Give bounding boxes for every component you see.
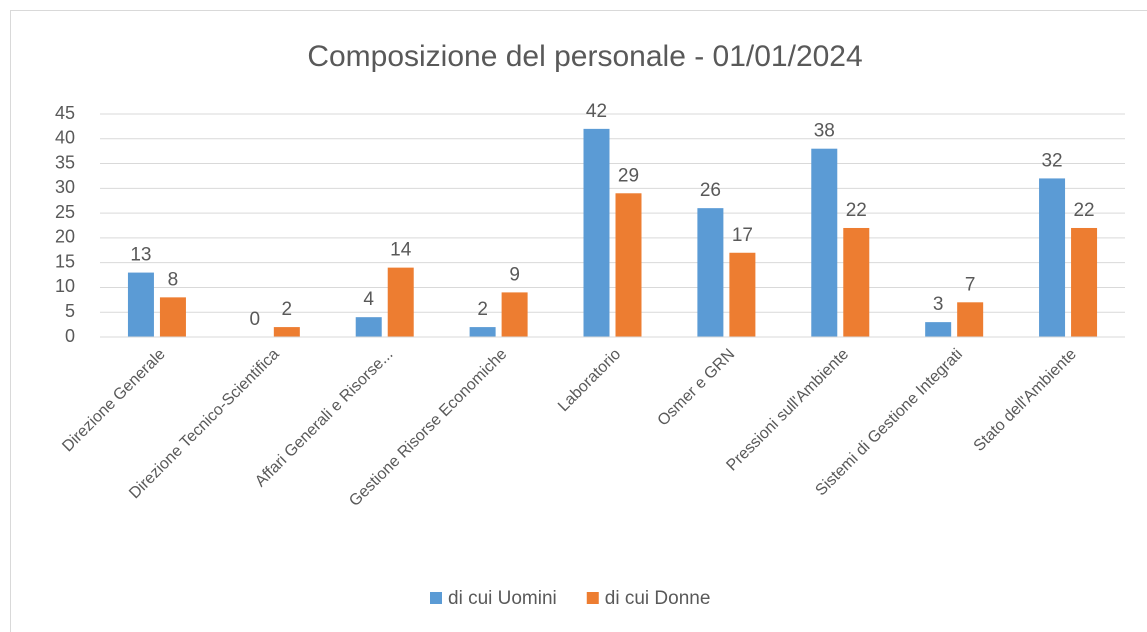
bar: [729, 252, 756, 337]
bar: [843, 227, 870, 337]
bar: [811, 148, 838, 337]
bar: [273, 327, 300, 337]
bar: [1039, 178, 1066, 337]
data-label: 2: [477, 299, 488, 320]
y-tick-label: 10: [55, 276, 75, 296]
data-label: 13: [130, 245, 151, 266]
data-label: 22: [1073, 200, 1094, 221]
data-label: 14: [390, 240, 412, 261]
bar: [469, 327, 496, 337]
bar: [501, 292, 528, 337]
data-label: 42: [586, 101, 607, 122]
y-tick-label: 25: [55, 202, 75, 222]
data-label: 8: [168, 269, 179, 290]
data-label: 32: [1041, 150, 1062, 171]
bar: [925, 322, 952, 337]
data-label: 9: [509, 264, 520, 285]
legend-label: di cui Uomini: [448, 588, 557, 609]
y-tick-label: 20: [55, 227, 75, 247]
bar: [583, 128, 610, 337]
bar: [159, 297, 186, 337]
data-label: 26: [700, 180, 721, 201]
y-tick-label: 0: [65, 326, 75, 346]
y-tick-label: 30: [55, 177, 75, 197]
data-label: 29: [618, 165, 639, 186]
legend-label: di cui Donne: [605, 588, 711, 609]
data-label: 17: [732, 225, 753, 246]
legend-swatch: [586, 592, 599, 604]
bar: [615, 193, 642, 337]
bar: [697, 208, 724, 337]
data-label: 2: [282, 299, 293, 320]
y-tick-label: 15: [55, 251, 75, 271]
legend-swatch: [430, 592, 442, 604]
bar: [957, 302, 984, 337]
data-label: 38: [814, 121, 835, 142]
y-tick-label: 5: [65, 301, 75, 321]
data-label: 0: [250, 309, 261, 330]
bar: [387, 267, 414, 337]
y-tick-label: 45: [55, 103, 75, 123]
data-label: 3: [933, 294, 944, 315]
y-tick-label: 40: [55, 128, 75, 148]
bar: [1071, 227, 1098, 337]
data-label: 22: [846, 200, 867, 221]
data-label: 7: [965, 274, 976, 295]
y-tick-label: 35: [55, 152, 75, 172]
bar: [355, 317, 382, 337]
data-label: 4: [363, 289, 374, 310]
chart-title: Composizione del personale - 01/01/2024: [307, 40, 862, 73]
bar: [127, 272, 154, 337]
